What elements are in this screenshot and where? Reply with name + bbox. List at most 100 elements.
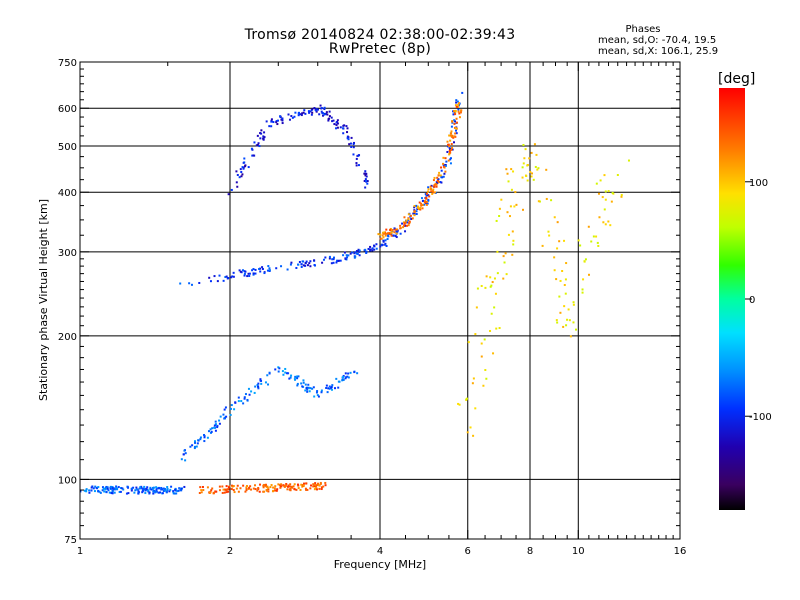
- echo-point: [380, 244, 383, 247]
- echo-point: [280, 265, 283, 268]
- echo-point: [345, 125, 348, 128]
- echo-point: [286, 268, 289, 271]
- echo-point: [358, 249, 361, 252]
- echo-point: [284, 484, 287, 487]
- echo-point: [556, 247, 559, 250]
- echo-point: [306, 388, 309, 391]
- echo-point: [485, 377, 488, 380]
- echo-point: [304, 487, 307, 490]
- echo-point: [193, 445, 196, 448]
- echo-point: [137, 492, 140, 495]
- echo-point: [320, 488, 323, 491]
- echo-point: [415, 204, 418, 207]
- echo-point: [112, 488, 115, 491]
- echo-point: [313, 395, 316, 398]
- echo-point: [269, 486, 272, 489]
- x-tick-label: 16: [674, 546, 687, 557]
- echo-point: [616, 174, 619, 177]
- echo-point: [494, 292, 497, 295]
- echo-point: [508, 215, 511, 218]
- echo-point: [480, 355, 483, 358]
- echo-point: [592, 235, 595, 238]
- echo-point: [620, 193, 623, 196]
- echo-point: [213, 426, 216, 429]
- echo-point: [598, 216, 601, 219]
- y-tick-label: 300: [58, 248, 77, 259]
- echo-point: [454, 104, 457, 107]
- echo-point: [125, 492, 128, 495]
- echo-point: [595, 235, 598, 238]
- echo-point: [325, 111, 328, 114]
- echo-point: [107, 489, 110, 492]
- echo-point: [131, 487, 134, 490]
- echo-point: [421, 204, 424, 207]
- echo-point: [353, 252, 356, 255]
- echo-point: [97, 490, 100, 493]
- echo-point: [306, 390, 309, 393]
- echo-point: [101, 489, 104, 492]
- echo-point: [423, 200, 426, 203]
- echo-point: [502, 255, 505, 258]
- echo-point: [277, 366, 280, 369]
- echo-point: [248, 272, 251, 275]
- echo-point: [388, 232, 391, 235]
- echo-point: [240, 171, 243, 174]
- echo-point: [426, 202, 429, 205]
- echo-point: [199, 436, 202, 439]
- echo-point: [225, 489, 228, 492]
- echo-point: [266, 485, 269, 488]
- echo-point: [334, 387, 337, 390]
- echo-point: [153, 490, 156, 493]
- echo-point: [336, 122, 339, 125]
- echo-point: [433, 184, 436, 187]
- echo-point: [364, 186, 367, 189]
- echo-point: [428, 195, 431, 198]
- echo-point: [495, 327, 498, 330]
- echo-point: [297, 114, 300, 117]
- echo-point: [120, 487, 123, 490]
- echo-point: [152, 490, 155, 493]
- echo-point: [347, 372, 350, 375]
- echo-point: [300, 382, 303, 385]
- echo-point: [141, 490, 144, 493]
- echo-point: [419, 206, 422, 209]
- echo-point: [180, 487, 183, 490]
- colorbar-tick-label: 0: [749, 295, 755, 306]
- echo-point: [433, 185, 436, 188]
- echo-point: [116, 487, 119, 490]
- echo-point: [356, 252, 359, 255]
- echo-point: [335, 124, 338, 127]
- echo-point: [196, 442, 199, 445]
- echo-point: [268, 371, 271, 374]
- echo-point: [454, 120, 457, 123]
- echo-point: [331, 120, 334, 123]
- echo-point: [302, 264, 305, 267]
- echo-point: [319, 481, 322, 484]
- echo-point: [448, 145, 451, 148]
- echo-point: [322, 114, 325, 117]
- echo-point: [404, 230, 407, 233]
- echo-point: [436, 176, 439, 179]
- echo-point: [440, 166, 443, 169]
- echo-point: [395, 230, 398, 233]
- echo-point: [275, 489, 278, 492]
- echo-point: [354, 251, 357, 254]
- y-tick-label: 75: [64, 535, 77, 546]
- echo-point: [465, 398, 468, 401]
- echo-point: [472, 377, 475, 380]
- echo-point: [238, 269, 241, 272]
- echo-point: [392, 234, 395, 237]
- echo-point: [262, 137, 265, 140]
- echo-point: [451, 121, 454, 124]
- echo-point: [352, 146, 355, 149]
- echo-point: [268, 125, 271, 128]
- echo-point: [206, 486, 209, 489]
- echo-point: [558, 240, 561, 243]
- echo-point: [424, 193, 427, 196]
- echo-point: [490, 284, 493, 287]
- echo-point: [286, 485, 289, 488]
- x-tick-label: 10: [572, 546, 585, 557]
- echo-point: [328, 115, 331, 118]
- echo-point: [415, 210, 418, 213]
